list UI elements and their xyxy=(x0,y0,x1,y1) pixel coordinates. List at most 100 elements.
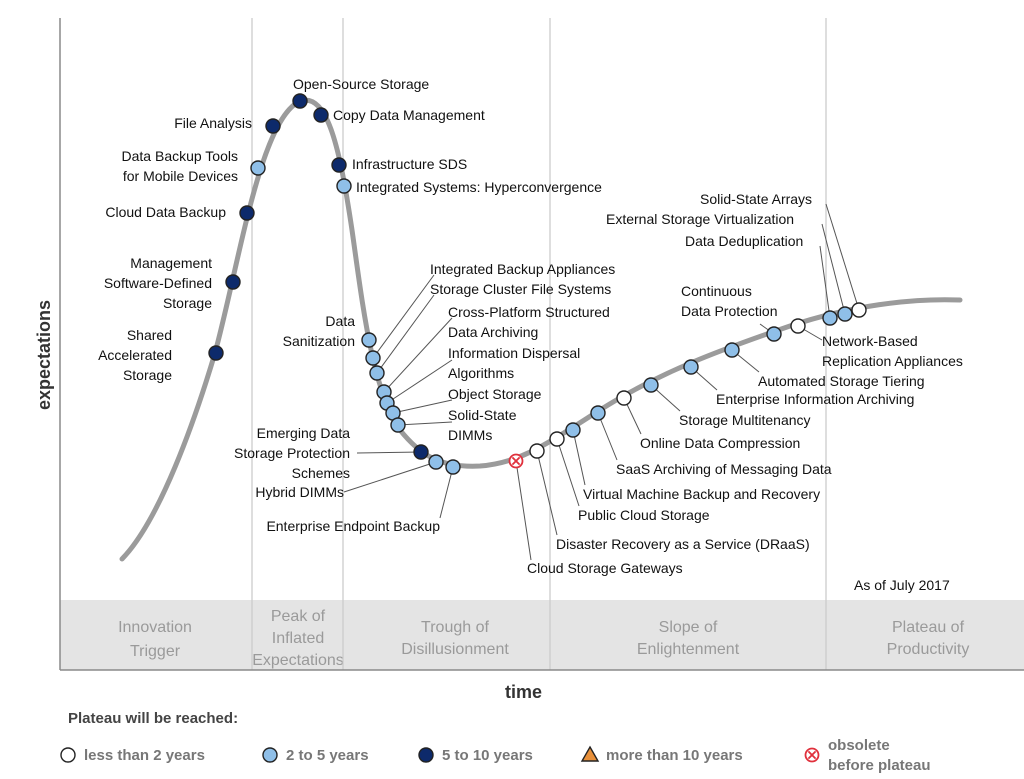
label-emerging-data-storage-protection-schemes: Emerging Data Storage Protection Schemes xyxy=(234,425,350,481)
label-continuous-data-protection: Continuous Data Protection xyxy=(681,283,778,319)
leader-solid-state-arrays xyxy=(825,203,860,311)
leader-object-storage xyxy=(392,399,453,414)
point-shared-accelerated-storage xyxy=(208,345,224,361)
label-copy-data-management: Copy Data Management xyxy=(333,107,485,123)
leader-disaster-recovery-as-a-service-draas xyxy=(536,450,558,536)
leader-public-cloud-storage xyxy=(556,438,580,507)
legend-item-gt10: more than 10 years xyxy=(580,745,743,764)
point-continuous-data-protection xyxy=(766,326,782,342)
label-cross-platform-structured-data-archiving: Cross-Platform Structured Data Archiving xyxy=(448,304,610,340)
label-data-sanitization: Data Sanitization xyxy=(283,313,356,349)
point-management-software-defined-storage xyxy=(225,274,241,290)
label-online-data-compression: Online Data Compression xyxy=(640,435,800,451)
leader-data-deduplication xyxy=(819,245,831,319)
point-solid-state-dimms xyxy=(390,417,406,433)
point-open-source-storage xyxy=(292,93,308,109)
label-solid-state-arrays: Solid-State Arrays xyxy=(700,191,812,207)
point-public-cloud-storage xyxy=(549,431,565,447)
legend-label: 2 to 5 years xyxy=(286,747,369,764)
point-infrastructure-sds xyxy=(331,157,347,173)
label-management-software-defined-storage: Management Software-Defined Storage xyxy=(104,255,212,311)
legend-label: obsolete before plateau xyxy=(828,737,931,774)
label-saas-archiving-of-messaging-data: SaaS Archiving of Messaging Data xyxy=(616,461,832,477)
label-public-cloud-storage: Public Cloud Storage xyxy=(578,507,710,523)
phase-label: Inflated xyxy=(272,630,324,647)
leader-solid-state-dimms xyxy=(397,421,453,426)
legend-title: Plateau will be reached: xyxy=(68,710,238,727)
point-hybrid-dimms xyxy=(428,454,444,470)
label-data-deduplication: Data Deduplication xyxy=(685,233,803,249)
phase-label: Productivity xyxy=(887,641,970,658)
legend-marker-2to5 xyxy=(262,747,278,763)
legend-marker-lt2 xyxy=(60,747,76,763)
point-copy-data-management xyxy=(313,107,329,123)
legend-item-lt2: less than 2 years xyxy=(60,747,205,764)
point-integrated-backup-appliances xyxy=(365,350,381,366)
point-data-sanitization xyxy=(361,332,377,348)
phase-label: Trough of xyxy=(421,619,489,636)
leader-saas-archiving-of-messaging-data xyxy=(597,412,618,461)
label-hybrid-dimms: Hybrid DIMMs xyxy=(255,484,344,500)
legend-label: less than 2 years xyxy=(84,747,205,764)
legend-marker-triangle xyxy=(580,745,600,762)
label-network-based-replication-appliances: Network-Based Replication Appliances xyxy=(822,333,963,369)
label-disaster-recovery-as-a-service-draas: Disaster Recovery as a Service (DRaaS) xyxy=(556,536,810,552)
leader-enterprise-endpoint-backup xyxy=(439,466,454,519)
legend: Plateau will be reached: less than 2 year… xyxy=(60,710,931,774)
phase-label: Plateau of xyxy=(892,619,965,636)
label-storage-cluster-file-systems: Storage Cluster File Systems xyxy=(430,281,611,297)
point-saas-archiving-of-messaging-data xyxy=(590,405,606,421)
label-open-source-storage: Open-Source Storage xyxy=(293,76,429,92)
leader-information-dispersal-algorithms xyxy=(386,359,453,404)
legend-item-5to10: 5 to 10 years xyxy=(418,747,533,764)
technology-labels: Shared Accelerated Storage Management Softwa… xyxy=(98,76,963,576)
leader-cross-platform-structured-data-archiving xyxy=(383,317,453,393)
leader-cloud-storage-gateways xyxy=(515,460,532,561)
point-storage-multitenancy xyxy=(643,377,659,393)
label-solid-state-dimms: Solid-State DIMMs xyxy=(448,407,517,443)
label-cloud-data-backup: Cloud Data Backup xyxy=(105,204,226,220)
point-virtual-machine-backup-and-recovery xyxy=(565,422,581,438)
label-integrated-backup-appliances: Integrated Backup Appliances xyxy=(430,261,615,277)
phase-label: Peak of xyxy=(271,608,326,625)
phase-label: Trigger xyxy=(130,643,181,660)
point-cloud-data-backup xyxy=(239,205,255,221)
phase-label: Enlightenment xyxy=(637,641,740,658)
label-data-backup-tools-for-mobile-devices: Data Backup Tools for Mobile Devices xyxy=(122,148,238,184)
label-information-dispersal-algorithms: Information Dispersal Algorithms xyxy=(448,345,580,381)
phase-dividers xyxy=(251,18,827,670)
point-enterprise-information-archiving xyxy=(683,359,699,375)
point-enterprise-endpoint-backup xyxy=(445,459,461,475)
point-disaster-recovery-as-a-service-draas xyxy=(529,443,545,459)
label-integrated-systems-hyperconvergence: Integrated Systems: Hyperconvergence xyxy=(356,179,602,195)
legend-label: more than 10 years xyxy=(606,747,743,764)
phase-label: Innovation xyxy=(118,619,192,636)
axes xyxy=(59,18,1024,671)
point-storage-cluster-file-systems xyxy=(369,365,385,381)
label-virtual-machine-backup-and-recovery: Virtual Machine Backup and Recovery xyxy=(583,486,820,502)
leader-emerging-data-storage-protection-schemes xyxy=(356,451,422,454)
x-axis-title: time xyxy=(505,682,542,702)
phase-band-bg xyxy=(60,600,1024,670)
point-network-based-replication-appliances xyxy=(790,318,806,334)
y-axis-title: expectations xyxy=(34,300,54,410)
legend-label: 5 to 10 years xyxy=(442,747,533,764)
legend-item-obsolete: obsolete before plateau xyxy=(804,737,931,774)
label-storage-multitenancy: Storage Multitenancy xyxy=(679,412,811,428)
leader-integrated-backup-appliances xyxy=(372,274,435,359)
leader-virtual-machine-backup-and-recovery xyxy=(572,429,586,486)
leader-hybrid-dimms xyxy=(343,461,437,493)
legend-marker-5to10 xyxy=(418,747,434,763)
label-object-storage: Object Storage xyxy=(448,386,542,402)
technology-points xyxy=(208,93,867,475)
point-data-backup-tools-for-mobile-devices xyxy=(250,160,266,176)
label-automated-storage-tiering: Automated Storage Tiering xyxy=(758,373,925,389)
label-cloud-storage-gateways: Cloud Storage Gateways xyxy=(527,560,683,576)
label-infrastructure-sds: Infrastructure SDS xyxy=(352,156,467,172)
phase-label: Expectations xyxy=(252,652,344,669)
phase-label: Slope of xyxy=(659,619,718,636)
phase-band: Innovation Trigger Peak of Inflated Expectat… xyxy=(60,600,1024,670)
phase-label: Disillusionment xyxy=(401,641,509,658)
legend-item-2to5: 2 to 5 years xyxy=(262,747,369,764)
